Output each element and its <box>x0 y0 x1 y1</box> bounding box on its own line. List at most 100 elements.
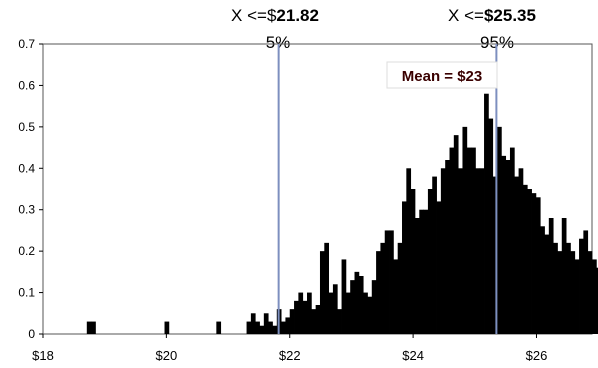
y-tick-label: 0.4 <box>18 161 35 175</box>
percentile-lines <box>277 44 498 334</box>
histogram-bar <box>557 251 563 334</box>
x-tick-label: $22 <box>279 348 301 363</box>
histogram-bar <box>479 168 485 334</box>
histogram-bar <box>596 267 598 334</box>
mean-label: Mean = $23 <box>402 68 482 85</box>
histogram-bar <box>423 209 429 334</box>
histogram-bar <box>466 147 472 334</box>
histogram-bar <box>406 168 412 334</box>
y-tick-label: 0.6 <box>18 78 35 92</box>
histogram-bar <box>432 176 437 334</box>
histogram-bar <box>540 226 545 334</box>
percentile-5-value-label: X <=$21.82 <box>231 6 319 25</box>
histogram-bar <box>531 193 537 334</box>
histogram-bar <box>354 271 360 334</box>
histogram-bar <box>363 292 368 334</box>
histogram-bar <box>583 230 589 334</box>
histogram-bar <box>259 325 265 334</box>
histogram-bar <box>548 218 554 334</box>
histogram-bar <box>393 259 399 334</box>
histogram-bars <box>86 93 598 335</box>
histogram-bar <box>566 242 571 334</box>
histogram-bar <box>341 259 347 334</box>
histogram-bar <box>509 147 515 334</box>
histogram-bar <box>298 292 304 334</box>
y-tick-label: 0.2 <box>18 244 35 258</box>
percentile-5-percent-label: 5% <box>266 33 291 52</box>
histogram-bar <box>587 251 593 334</box>
y-tick-label: 0.5 <box>18 120 35 134</box>
histogram-bar <box>553 242 558 334</box>
histogram-bar <box>384 230 390 334</box>
histogram-bar <box>514 176 519 334</box>
histogram-bar <box>358 276 364 334</box>
histogram-bar <box>216 321 222 334</box>
y-tick-label: 0.3 <box>18 203 35 217</box>
x-tick-label: $26 <box>526 348 548 363</box>
histogram-bar <box>311 309 317 334</box>
histogram-bar <box>445 160 450 334</box>
histogram-bar <box>471 147 476 334</box>
histogram-bar <box>419 209 424 334</box>
histogram-bar <box>505 160 511 334</box>
histogram-bar <box>522 184 528 334</box>
histogram-bar <box>570 251 576 334</box>
histogram-bar <box>268 321 273 334</box>
histogram-bar <box>371 280 377 334</box>
histogram-bar <box>315 305 321 334</box>
y-tick-label: 0.1 <box>18 286 35 300</box>
histogram-bar <box>561 218 567 334</box>
histogram-bar <box>376 251 381 334</box>
histogram-bar <box>294 300 299 334</box>
histogram-bar <box>272 325 278 334</box>
mean-label-box <box>386 61 498 89</box>
histogram-bar <box>255 321 260 334</box>
histogram-bar <box>345 292 351 334</box>
y-tick-label: 0 <box>28 327 35 341</box>
x-tick-label: $20 <box>156 348 178 363</box>
histogram-bar <box>86 321 92 334</box>
x-tick-label: $24 <box>402 348 424 363</box>
histogram-bar <box>319 251 325 334</box>
histogram-bar <box>250 313 256 334</box>
histogram-bar <box>307 292 312 334</box>
histogram-bar <box>402 201 407 334</box>
histogram-bar <box>285 317 291 334</box>
histogram-bar <box>544 234 550 334</box>
histogram-bar <box>501 155 507 334</box>
histogram-bar <box>332 284 338 334</box>
x-axis: $18 $20 $22 $24 $26 <box>32 334 547 363</box>
x-tick-label: $18 <box>32 348 54 363</box>
y-tick-label: 0.7 <box>18 37 35 51</box>
histogram-bar <box>414 218 420 334</box>
histogram-bar <box>453 135 459 334</box>
histogram-bar <box>427 189 433 334</box>
histogram-bar <box>337 309 342 334</box>
histogram-bar <box>302 300 308 334</box>
histogram-bar <box>458 168 463 334</box>
histogram-bar <box>367 296 373 334</box>
histogram-bar <box>91 321 96 334</box>
histogram-bar <box>492 176 498 334</box>
percentile-95-value-label: X <=$25.35 <box>448 6 536 25</box>
y-axis: 0 0.1 0.2 0.3 0.4 0.5 0.6 0.7 <box>18 37 43 341</box>
histogram-bar <box>592 259 597 334</box>
histogram-bar <box>518 168 524 334</box>
histogram-bar <box>281 321 286 334</box>
histogram-bar <box>527 189 532 334</box>
histogram-bar <box>574 259 580 334</box>
histogram-bar <box>484 93 489 335</box>
histogram-bar <box>380 242 386 334</box>
histogram-bar <box>263 313 269 334</box>
histogram-bar <box>449 147 455 334</box>
histogram-bar <box>475 168 481 334</box>
histogram-bar <box>488 118 494 334</box>
histogram-bar <box>246 321 252 334</box>
histogram-bar <box>579 238 584 334</box>
histogram-bar <box>535 197 541 334</box>
histogram-bar <box>397 242 403 334</box>
histogram-bar <box>289 309 295 334</box>
histogram-bar <box>436 201 442 334</box>
histogram-bar <box>497 126 502 334</box>
